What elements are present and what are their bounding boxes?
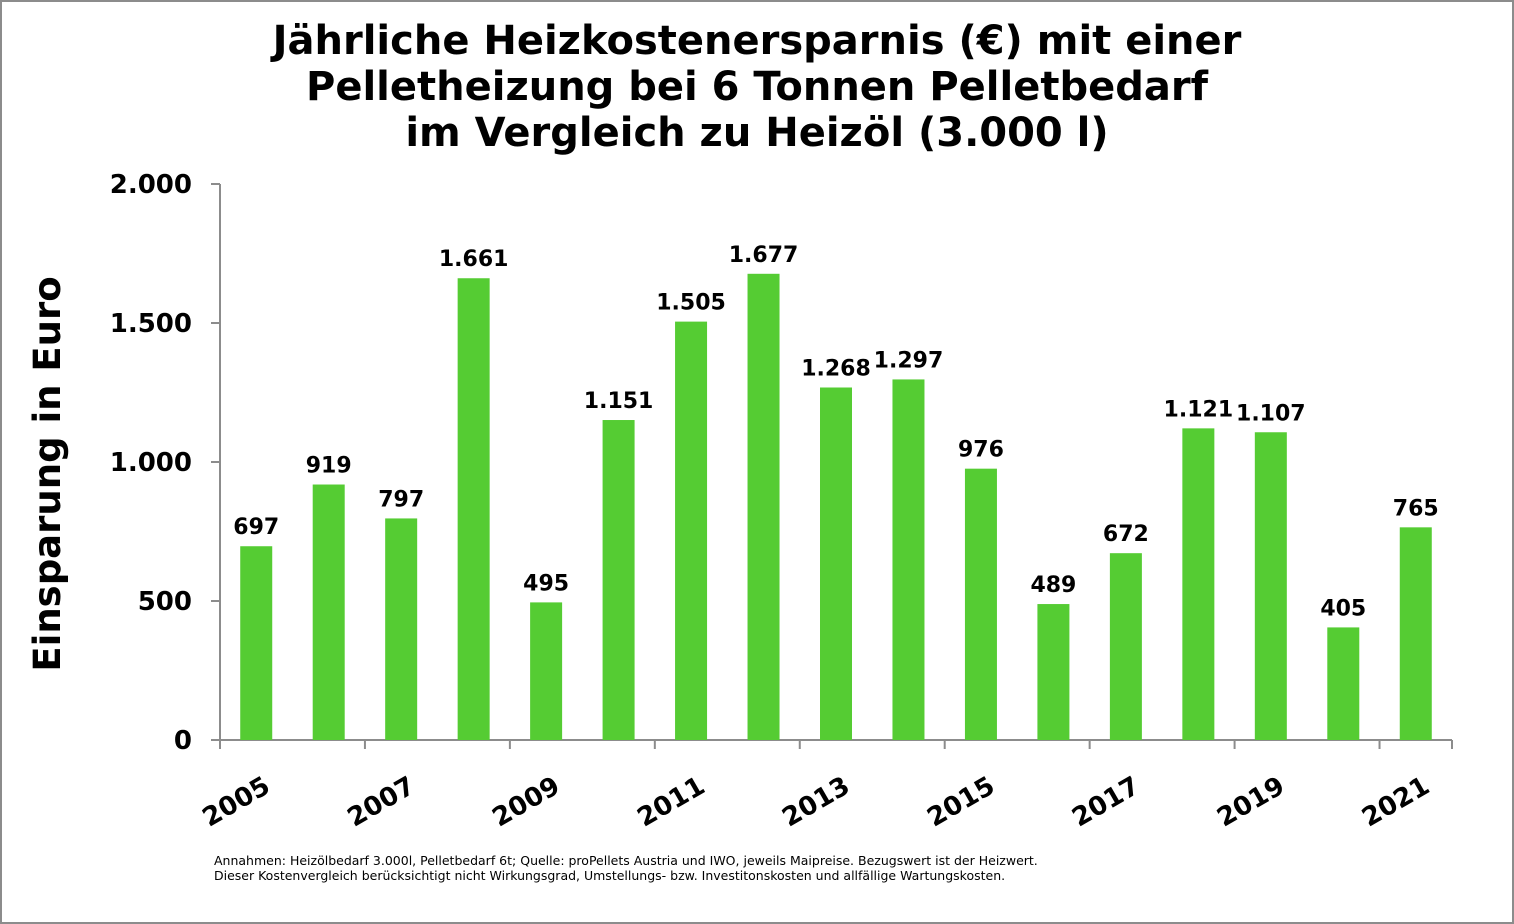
data-label: 1.107: [1236, 401, 1306, 426]
bar: [457, 278, 490, 740]
data-label: 1.661: [439, 247, 509, 272]
chart-plot-area: 0 500 1.000 1.500 2.000 697 2005 919 797 2007 1.66…: [110, 170, 1453, 833]
data-label: 697: [233, 515, 279, 540]
data-label: 672: [1103, 522, 1149, 547]
y-tick-label: 1.500: [110, 309, 192, 339]
x-tick-label: 2015: [922, 771, 1000, 833]
x-tick-label: 2021: [1357, 771, 1435, 833]
x-tick-label: 2009: [488, 771, 566, 833]
bar: [747, 273, 780, 740]
data-label: 1.268: [801, 356, 871, 381]
bar: [385, 518, 418, 740]
y-tick-label: 0: [174, 726, 192, 756]
data-label: 405: [1320, 596, 1366, 621]
y-tick-label: 500: [138, 587, 192, 617]
bar: [1327, 627, 1360, 740]
data-label: 1.121: [1164, 397, 1234, 422]
x-tick-label: 2013: [777, 771, 855, 833]
x-tick-label: 2007: [343, 771, 421, 833]
bar: [312, 484, 345, 740]
footnote-line-2: Dieser Kostenvergleich berücksichtigt ni…: [214, 868, 1006, 883]
chart-title-line-1: Jährliche Heizkostenersparnis (€) mit ei…: [272, 18, 1242, 64]
chart-title-line-2: Pelletheizung bei 6 Tonnen Pelletbedarf: [306, 64, 1208, 110]
data-label: 489: [1030, 573, 1076, 598]
data-label: 1.151: [584, 389, 654, 414]
footnote: Annahmen: Heizölbedarf 3.000l, Pelletbed…: [214, 853, 1038, 883]
bar: [1254, 432, 1287, 740]
data-label: 1.677: [729, 243, 799, 268]
y-tick-label: 1.000: [110, 448, 192, 478]
bar: [602, 420, 635, 740]
chart-title: Jährliche Heizkostenersparnis (€) mit ei…: [0, 18, 1514, 156]
chart-title-line-3: im Vergleich zu Heizöl (3.000 l): [405, 110, 1109, 156]
data-label: 495: [523, 571, 569, 596]
data-label: 765: [1393, 496, 1439, 521]
bar: [675, 321, 708, 740]
bar: [964, 468, 997, 740]
data-label: 1.297: [874, 348, 944, 373]
x-tick-label: 2011: [632, 771, 710, 833]
bar: [530, 602, 563, 740]
bar: [1182, 428, 1215, 740]
data-label: 797: [378, 487, 424, 512]
data-label: 976: [958, 438, 1004, 463]
bar: [1109, 553, 1142, 740]
bar: [820, 387, 852, 740]
x-tick-label: 2019: [1212, 771, 1290, 833]
x-tick-label: 2005: [198, 771, 276, 833]
footnote-line-1: Annahmen: Heizölbedarf 3.000l, Pelletbed…: [214, 853, 1038, 868]
y-tick-label: 2.000: [110, 170, 192, 200]
data-label: 1.505: [656, 291, 726, 316]
x-tick-label: 2017: [1067, 771, 1145, 833]
data-label: 919: [306, 454, 352, 479]
y-axis-title: Einsparung in Euro: [26, 276, 69, 671]
bar: [240, 546, 273, 740]
bar: [892, 379, 925, 740]
bar: [1037, 604, 1070, 740]
bar: [1399, 527, 1432, 740]
